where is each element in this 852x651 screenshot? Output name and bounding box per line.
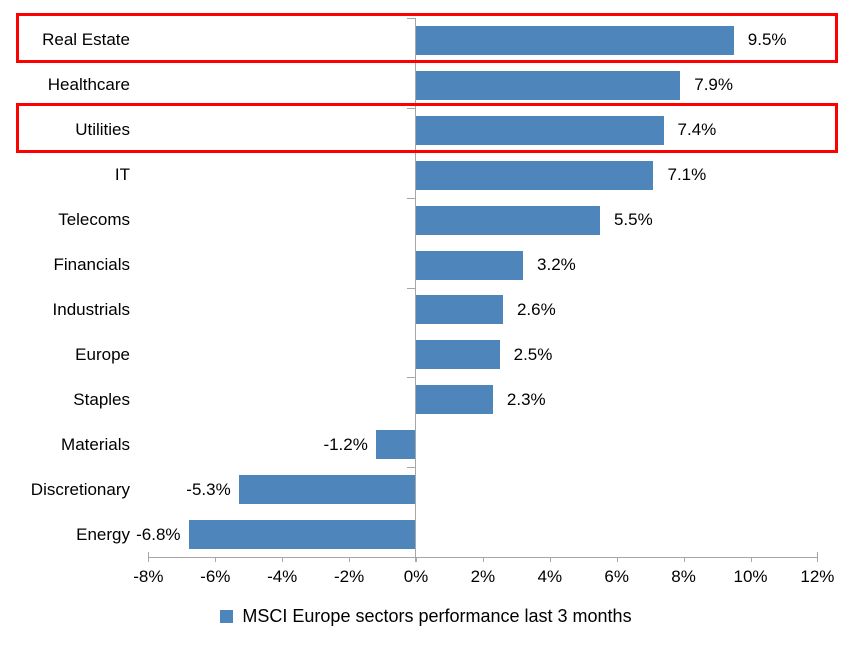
category-label-utilities: Utilities [75,120,130,140]
value-label-real-estate: 9.5% [747,30,787,50]
category-label-staples: Staples [73,389,130,409]
y-axis-tick [407,467,415,469]
value-label-europe: 2.5% [513,344,553,364]
value-label-materials: -1.2% [323,434,368,454]
value-label-industrials: 2.6% [516,299,556,319]
value-label-telecoms: 5.5% [613,210,653,230]
category-label-industrials: Industrials [52,299,130,319]
category-label-telecoms: Telecoms [58,210,130,230]
y-axis-tick [407,287,415,289]
x-axis-tick [683,557,685,562]
x-tick-label-6pct: 6% [604,567,629,586]
x-axis-tick [817,552,819,562]
category-label-energy: Energy [76,524,130,544]
x-axis-tick [349,557,351,562]
x-axis-tick [482,557,484,562]
bar-europe [416,340,500,370]
x-tick-label-4pct: 4% [537,567,563,586]
legend-swatch-icon [220,610,234,623]
x-axis-tick [416,557,417,562]
x-tick-label-0pct: 0% [403,567,429,586]
bar-utilities [416,115,664,145]
bar-materials [375,430,416,460]
bar-healthcare [416,70,681,100]
category-label-europe: Europe [75,344,130,364]
x-tick-label-neg2pct: -2% [333,567,365,586]
bar-energy [188,520,416,550]
x-axis-tick [215,557,217,562]
x-tick-label-10pct: 10% [733,567,768,586]
x-axis-tick [616,557,618,562]
bar-discretionary [238,475,416,505]
y-axis-tick [407,18,415,19]
value-label-it: 7.1% [667,165,707,185]
value-label-discretionary: -5.3% [186,479,231,499]
value-label-staples: 2.3% [506,389,546,409]
bar-real-estate [416,25,734,55]
category-label-it: IT [114,165,130,185]
value-label-healthcare: 7.9% [694,75,733,95]
x-tick-label-2pct: 2% [470,567,496,586]
bar-industrials [416,295,503,325]
x-axis-tick [750,557,752,562]
bar-staples [416,385,493,415]
bar-telecoms [416,205,600,235]
category-label-healthcare: Healthcare [47,75,130,95]
y-axis-tick [407,377,415,379]
y-axis-tick [407,107,415,109]
x-tick-label-neg8pct: -8% [133,567,164,586]
x-tick-label-neg4pct: -4% [267,567,298,586]
value-label-utilities: 7.4% [677,120,717,140]
x-tick-label-8pct: 8% [671,567,696,586]
category-label-real-estate: Real Estate [42,30,130,50]
category-label-discretionary: Discretionary [30,479,130,499]
x-tick-label-12pct: 12% [800,567,835,586]
x-axis-tick [282,557,284,562]
legend: MSCI Europe sectors performance last 3 m… [0,606,852,627]
x-axis-tick [549,557,551,562]
legend-label: MSCI Europe sectors performance last 3 m… [242,606,632,626]
category-label-materials: Materials [61,434,130,454]
bar-it [416,160,654,190]
value-label-energy: -6.8% [136,524,181,544]
value-label-financials: 3.2% [537,255,576,275]
bar-financials [416,250,524,280]
category-label-financials: Financials [53,255,130,275]
x-tick-label-neg6pct: -6% [200,567,231,586]
x-axis-tick [148,552,150,562]
y-axis-line [415,18,416,562]
y-axis-tick [407,197,415,199]
